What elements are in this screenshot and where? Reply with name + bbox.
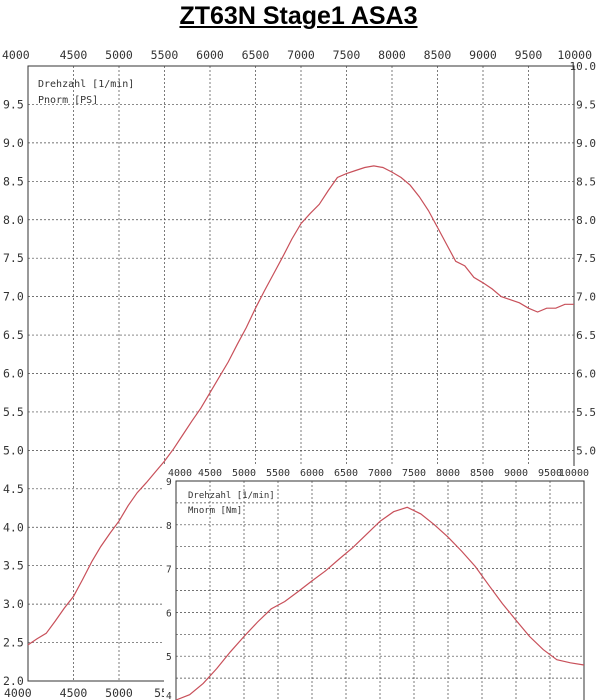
main-x-tick-bottom: 4000 bbox=[4, 686, 32, 700]
main-x-tick-top: 5500 bbox=[151, 48, 179, 62]
main-y-tick-right: 6.0 bbox=[576, 368, 596, 381]
main-y-tick-right: 7.5 bbox=[576, 252, 596, 265]
inset-x-tick: 4000 bbox=[168, 468, 192, 479]
main-y-tick-right: 5.5 bbox=[576, 406, 596, 419]
main-x-tick-top: 6000 bbox=[196, 48, 224, 62]
main-y-tick-left: 2.0 bbox=[3, 674, 24, 688]
main-x-tick-top: 4000 bbox=[2, 48, 30, 62]
main-x-tick-top: 10000 bbox=[557, 48, 592, 62]
main-x-tick-top: 7000 bbox=[287, 48, 315, 62]
main-y-tick-left: 9.5 bbox=[3, 97, 24, 111]
inset-y-tick: 6 bbox=[166, 608, 172, 619]
main-y-tick-left: 6.0 bbox=[3, 367, 24, 381]
main-y-tick-right: 9.0 bbox=[576, 137, 596, 150]
main-y-tick-right: 5.0 bbox=[576, 444, 596, 457]
main-x-tick-top: 7500 bbox=[333, 48, 361, 62]
inset-background bbox=[164, 466, 597, 700]
inset-legend-entry: Mnorm [Nm] bbox=[188, 506, 242, 516]
main-y-tick-right: 7.0 bbox=[576, 291, 596, 304]
main-y-tick-left: 8.0 bbox=[3, 213, 24, 227]
main-y-tick-left: 3.5 bbox=[3, 559, 24, 573]
inset-y-tick: 4 bbox=[166, 691, 172, 700]
main-x-tick-bottom: 5000 bbox=[105, 686, 133, 700]
main-y-tick-left: 3.0 bbox=[3, 597, 24, 611]
main-y-tick-left: 9.0 bbox=[3, 136, 24, 150]
main-x-tick-top: 8000 bbox=[378, 48, 406, 62]
inset-legend-entry: Drehzahl [1/min] bbox=[188, 491, 275, 501]
inset-y-tick: 8 bbox=[166, 521, 172, 532]
inset-x-tick: 9500 bbox=[538, 468, 562, 479]
main-y-tick-left: 7.0 bbox=[3, 290, 24, 304]
main-x-tick-top: 9500 bbox=[515, 48, 543, 62]
main-y-tick-right: 8.0 bbox=[576, 214, 596, 227]
chart-title: ZT63N Stage1 ASA3 bbox=[179, 2, 418, 30]
main-x-tick-top: 6500 bbox=[242, 48, 270, 62]
main-x-tick-bottom: 4500 bbox=[60, 686, 88, 700]
inset-x-tick: 9000 bbox=[504, 468, 528, 479]
inset-y-tick: 9 bbox=[166, 477, 172, 488]
main-y-tick-left: 5.0 bbox=[3, 443, 24, 457]
main-y-tick-left: 2.5 bbox=[3, 636, 24, 650]
torque-curve bbox=[175, 506, 585, 700]
power-curve bbox=[27, 165, 574, 646]
inset-x-tick: 7500 bbox=[402, 468, 426, 479]
main-y-tick-right: 10.0 bbox=[570, 60, 597, 73]
main-x-tick-top: 5000 bbox=[105, 48, 133, 62]
main-x-tick-top: 8500 bbox=[424, 48, 452, 62]
inset-x-tick: 5500 bbox=[266, 468, 290, 479]
main-legend-entry: Pnorm [PS] bbox=[38, 95, 98, 106]
main-y-tick-right: 6.5 bbox=[576, 329, 596, 342]
main-y-tick-left: 6.5 bbox=[3, 328, 24, 342]
inset-x-tick: 5000 bbox=[232, 468, 256, 479]
main-x-tick-top: 9000 bbox=[469, 48, 497, 62]
inset-y-tick: 5 bbox=[166, 652, 172, 663]
inset-x-tick: 10000 bbox=[559, 468, 589, 479]
main-y-tick-left: 7.5 bbox=[3, 251, 24, 265]
main-y-tick-left: 5.5 bbox=[3, 405, 24, 419]
inset-x-tick: 8000 bbox=[436, 468, 460, 479]
main-y-tick-left: 8.5 bbox=[3, 174, 24, 188]
inset-plot: 4000 4500 5000 5500 6000 6500 7000 7500 8000 8500… bbox=[164, 466, 597, 700]
inset-x-tick: 7000 bbox=[368, 468, 392, 479]
main-legend-entry: Drehzahl [1/min] bbox=[38, 79, 134, 90]
main-y-tick-right: 9.5 bbox=[576, 98, 596, 111]
inset-x-tick: 6000 bbox=[300, 468, 324, 479]
main-y-tick-left: 4.5 bbox=[3, 482, 24, 496]
inset-x-tick: 4500 bbox=[198, 468, 222, 479]
main-y-tick-left: 4.0 bbox=[3, 520, 24, 534]
main-y-tick-right: 8.5 bbox=[576, 175, 596, 188]
inset-x-tick: 8500 bbox=[470, 468, 494, 479]
main-x-tick-top: 4500 bbox=[60, 48, 88, 62]
inset-x-tick: 6500 bbox=[334, 468, 358, 479]
inset-y-tick: 7 bbox=[166, 565, 172, 576]
